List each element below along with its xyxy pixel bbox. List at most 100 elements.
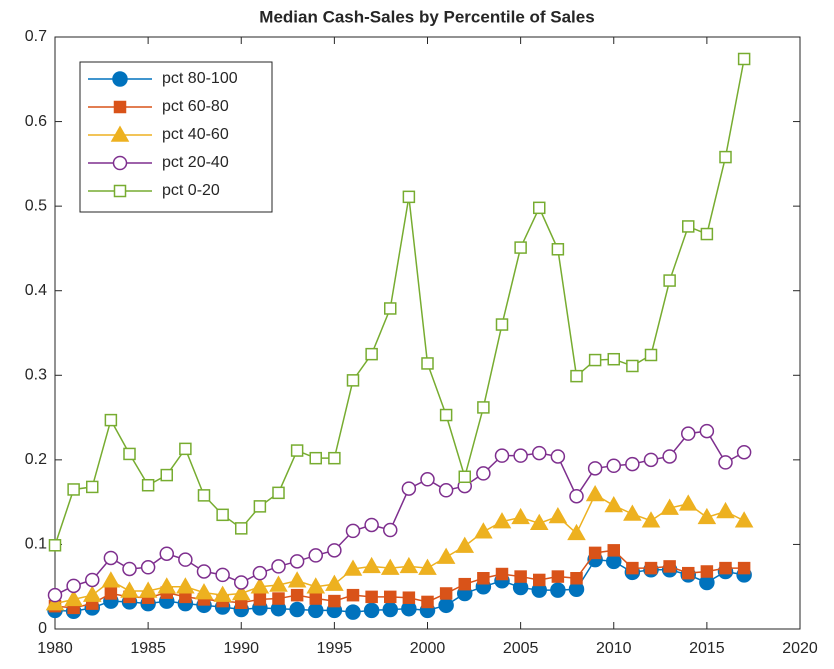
marker [439, 408, 453, 422]
marker [533, 573, 546, 587]
marker [716, 501, 735, 519]
series [48, 52, 751, 552]
marker [140, 560, 156, 575]
marker [364, 517, 379, 533]
marker [570, 369, 583, 383]
marker [382, 601, 398, 618]
marker [458, 577, 471, 591]
marker [365, 590, 378, 604]
marker [495, 567, 509, 581]
marker [271, 559, 286, 574]
series [45, 485, 754, 611]
legend: pct 80-100 pct 60-80 pct 40-60 pct 20-40 pct… [79, 61, 273, 213]
x-tick-label: 1995 [317, 640, 353, 657]
marker [513, 448, 528, 463]
marker [402, 190, 416, 204]
marker [159, 546, 174, 561]
y-tick-label: 0.5 [25, 197, 47, 214]
marker [253, 500, 267, 513]
marker [365, 347, 378, 361]
marker [178, 552, 193, 567]
marker [641, 511, 661, 528]
marker [104, 413, 118, 427]
y-tick-label: 0.6 [25, 113, 47, 130]
legend-label: pct 80-100 [162, 70, 238, 87]
legend-box [79, 61, 273, 213]
legend-label: pct 60-80 [162, 98, 229, 115]
marker [514, 570, 527, 583]
marker [492, 512, 512, 529]
marker [308, 602, 324, 619]
marker [529, 513, 549, 531]
marker [663, 274, 676, 287]
marker [346, 588, 360, 602]
marker [662, 449, 677, 464]
marker [514, 241, 527, 254]
marker [476, 466, 491, 481]
marker [290, 588, 304, 602]
marker [455, 536, 475, 553]
marker [380, 558, 400, 575]
marker [103, 550, 119, 566]
marker [700, 565, 714, 578]
marker [289, 601, 305, 618]
marker [383, 522, 398, 538]
marker [699, 423, 715, 439]
marker [438, 597, 454, 614]
marker [570, 572, 583, 585]
marker [421, 357, 434, 370]
marker [588, 353, 602, 367]
marker [160, 468, 173, 482]
marker [458, 470, 471, 484]
y-tick-label: 0.4 [25, 282, 47, 299]
marker [418, 558, 437, 575]
marker [157, 577, 177, 594]
marker [328, 594, 341, 608]
marker [138, 581, 158, 598]
x-tick-label: 2015 [689, 640, 725, 657]
marker [548, 507, 568, 524]
legend-label: pct 0-20 [162, 182, 220, 199]
marker [122, 561, 137, 577]
marker [644, 348, 658, 362]
marker [495, 318, 509, 331]
marker [439, 587, 453, 600]
marker [626, 561, 639, 575]
x-tick-label: 1980 [37, 640, 73, 657]
marker [82, 585, 102, 602]
marker [308, 548, 323, 563]
marker [112, 155, 128, 171]
marker [272, 592, 285, 605]
marker [697, 507, 717, 525]
marker [196, 564, 212, 579]
x-tick-label: 2005 [503, 640, 539, 657]
marker [104, 587, 118, 600]
marker [112, 71, 128, 87]
marker [587, 461, 603, 476]
marker [734, 511, 754, 528]
marker [345, 604, 361, 620]
y-tick-label: 0.2 [25, 451, 47, 468]
marker [306, 577, 326, 594]
marker [197, 489, 211, 502]
chart-title: Median Cash-Sales by Percentile of Sales [259, 7, 594, 26]
marker [421, 595, 434, 609]
marker [737, 561, 751, 575]
marker [253, 593, 267, 606]
marker [120, 581, 139, 598]
x-tick-label: 2020 [782, 640, 818, 657]
marker [287, 571, 307, 588]
marker [682, 220, 695, 233]
marker [384, 590, 397, 604]
marker [606, 458, 621, 474]
marker [477, 572, 490, 585]
marker [644, 561, 658, 575]
marker [86, 480, 99, 494]
marker [736, 444, 752, 460]
marker [623, 504, 642, 521]
marker [176, 577, 195, 594]
marker [179, 442, 192, 456]
marker [216, 508, 229, 522]
marker [436, 547, 456, 564]
